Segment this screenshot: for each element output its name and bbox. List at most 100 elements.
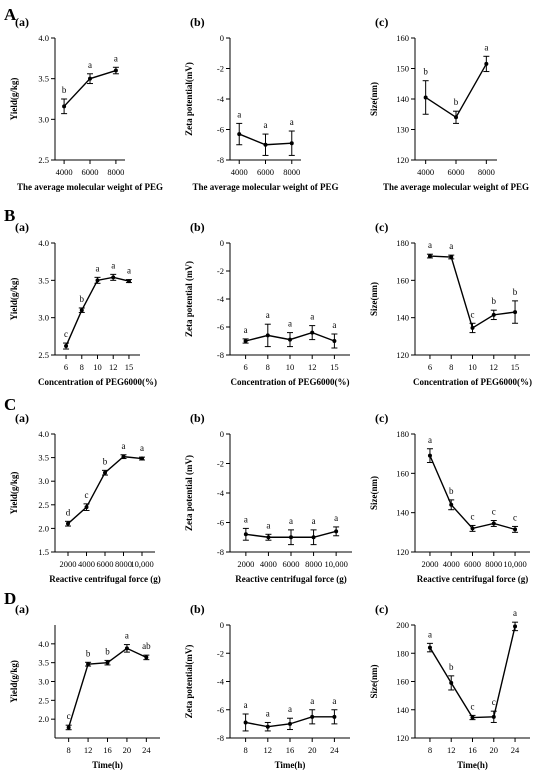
significance-letter: a (140, 443, 144, 453)
significance-letter: c (513, 512, 517, 522)
panel-label: (c) (375, 220, 388, 234)
y-tick-label: 140 (396, 94, 409, 104)
significance-letter: a (244, 325, 248, 335)
significance-letter: c (64, 329, 68, 339)
x-tick-label: 24 (511, 745, 520, 755)
y-tick-label: 3.0 (38, 114, 49, 124)
x-tick-label: 10,000 (503, 559, 526, 569)
chart-panel-a-a: (a) 2.5 3.0 3.5 4.0 4000 6000 8000 The average m… (9, 15, 163, 192)
data-point (288, 337, 292, 342)
data-point (289, 141, 294, 146)
y-tick-label: -8 (217, 733, 224, 743)
significance-letter: a (449, 241, 453, 251)
significance-letter: a (266, 520, 270, 530)
y-tick-label: 2.5 (38, 155, 49, 165)
x-tick-label: 6 (428, 362, 432, 372)
significance-letter: b (105, 646, 110, 656)
y-tick-label: -4 (217, 488, 225, 498)
x-tick-label: 6 (243, 362, 247, 372)
x-tick-label: 10 (286, 362, 295, 372)
significance-letter: a (96, 263, 100, 273)
y-tick-label: 3.5 (38, 275, 49, 285)
x-tick-label: 15 (125, 362, 134, 372)
significance-letter: ab (142, 641, 151, 651)
y-axis-title: Zeta potential(mV) (184, 645, 194, 719)
chart-panel-c-a: (a) 1.5 2.0 2.5 3.0 3.5 4.0 2000 4000 6000 800010,… (9, 411, 161, 584)
y-tick-label: -8 (217, 547, 224, 557)
significance-letter: c (471, 511, 475, 521)
panel-label: (c) (375, 602, 388, 616)
y-axis-title: Zeta potential (mV) (184, 261, 194, 337)
y-tick-label: 160 (396, 33, 409, 43)
x-tick-label: 6000 (97, 559, 114, 569)
x-tick-label: 8 (428, 745, 432, 755)
data-point (332, 339, 337, 343)
data-point (243, 339, 248, 343)
significance-letter: b (86, 648, 91, 658)
data-point (423, 95, 428, 100)
significance-letter: a (266, 708, 270, 718)
data-point (263, 142, 268, 147)
significance-letter: a (310, 696, 314, 706)
panel-label: (a) (15, 220, 29, 234)
significance-letter: b (449, 486, 454, 496)
x-tick-label: 12 (490, 362, 499, 372)
y-tick-label: 4.0 (38, 238, 49, 248)
significance-letter: a (484, 42, 488, 52)
data-point (84, 505, 89, 510)
data-point (484, 61, 489, 66)
x-axis-title: Concentration of PEG6000(%) (38, 377, 157, 387)
y-tick-label: 2.5 (38, 350, 49, 360)
y-tick-label: 4.0 (38, 33, 49, 43)
data-point (103, 470, 107, 475)
significance-letter: b (513, 287, 518, 297)
significance-letter: a (127, 266, 131, 276)
x-tick-label: 8000 (485, 559, 502, 569)
y-tick-label: 3.5 (38, 658, 49, 668)
y-tick-label: -2 (217, 266, 224, 276)
x-tick-label: 8 (266, 362, 270, 372)
significance-letter: a (310, 312, 314, 322)
x-tick-label: 12 (447, 745, 456, 755)
data-point (513, 527, 518, 532)
y-tick-label: 180 (396, 648, 409, 658)
data-point (64, 344, 69, 349)
y-tick-label: 4.0 (38, 639, 49, 649)
significance-letter: c (492, 507, 496, 517)
y-tick-label: 3.0 (38, 476, 49, 486)
x-tick-label: 2000 (237, 559, 254, 569)
y-tick-label: 160 (396, 275, 409, 285)
y-tick-label: 200 (396, 620, 409, 630)
data-point (427, 645, 432, 650)
significance-letter: b (492, 296, 497, 306)
x-tick-label: 24 (330, 745, 339, 755)
data-point (121, 454, 126, 459)
panel-label: (a) (15, 602, 29, 616)
data-point (427, 254, 432, 259)
data-point (513, 310, 518, 315)
significance-letter: b (423, 67, 428, 77)
panel-label: (b) (190, 411, 205, 425)
data-point (427, 453, 432, 458)
x-axis-title: Concentration of PEG6000(%) (413, 377, 532, 387)
y-axis-title: Size(nm) (369, 476, 379, 510)
significance-letter: a (288, 319, 292, 329)
x-tick-label: 6000 (448, 167, 465, 177)
x-axis-title: The average molecular weight of PEG (383, 182, 529, 192)
data-point (470, 325, 475, 330)
significance-letter: a (266, 310, 270, 320)
data-point (470, 526, 475, 531)
data-point (113, 68, 118, 73)
data-point (66, 725, 71, 730)
x-tick-label: 20 (490, 745, 499, 755)
x-tick-label: 12 (84, 745, 93, 755)
y-tick-label: 3.5 (38, 74, 49, 84)
x-tick-label: 6 (64, 362, 68, 372)
chart-panel-c-b: (b) -8 -6 -4 -2 0 2000 4000 6000 8000 10,000 Reacti… (184, 411, 352, 584)
x-tick-label: 4000 (417, 167, 434, 177)
data-point (265, 333, 270, 338)
significance-letter: a (237, 109, 241, 119)
x-tick-label: 24 (142, 745, 151, 755)
chart-panel-b-b: (b) -8 -6 -4 -2 0 6 8 10 12 15 Concentration of PEG… (184, 220, 350, 387)
x-tick-label: 10,000 (324, 559, 347, 569)
